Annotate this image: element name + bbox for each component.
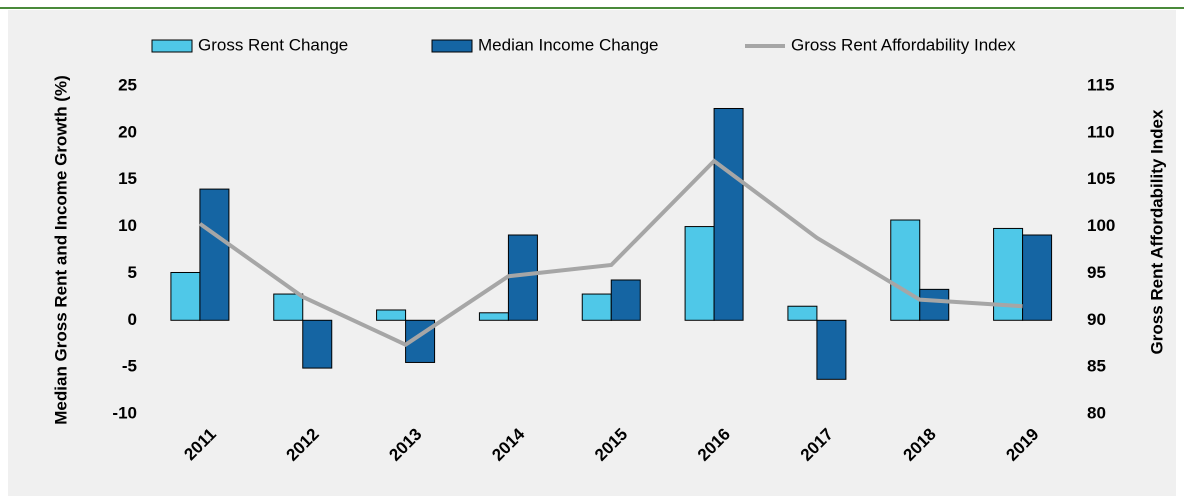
y-tick-label: -10 xyxy=(112,403,137,422)
y-tick-label: 25 xyxy=(118,75,137,94)
bar xyxy=(478,312,509,321)
y-tick-label: 5 xyxy=(128,263,137,282)
y2-tick-label: 80 xyxy=(1087,403,1106,422)
y2-tick-label: 100 xyxy=(1087,216,1115,235)
y2-tick-label: 90 xyxy=(1087,310,1106,329)
legend-label: Gross Rent Change xyxy=(198,35,348,54)
legend-label: Median Income Change xyxy=(478,35,659,54)
y2-tick-label: 85 xyxy=(1087,357,1106,376)
bar xyxy=(302,319,333,369)
y-tick-label: 10 xyxy=(118,216,137,235)
bar xyxy=(610,279,641,321)
bar xyxy=(684,226,715,321)
bar xyxy=(890,219,921,321)
bar xyxy=(170,271,201,321)
bar xyxy=(816,319,847,380)
bar xyxy=(376,309,407,321)
bar xyxy=(1022,234,1053,321)
bar xyxy=(787,305,818,321)
bar xyxy=(199,188,230,321)
legend-swatch xyxy=(151,39,193,53)
legend-swatch xyxy=(431,39,473,53)
y-tick-label: -5 xyxy=(122,357,137,376)
y-tick-label: 0 xyxy=(128,310,137,329)
y2-tick-label: 115 xyxy=(1087,75,1114,94)
y2-tick-label: 110 xyxy=(1087,122,1114,141)
y-axis-label: Median Gross Rent and Income Growth (%) xyxy=(51,75,70,424)
bar xyxy=(919,288,950,321)
y-tick-label: 15 xyxy=(118,169,137,188)
y-tick-label: 20 xyxy=(118,122,137,141)
legend-label: Gross Rent Affordability Index xyxy=(791,35,1016,54)
bar xyxy=(713,107,744,321)
bar xyxy=(273,293,304,321)
y2-tick-label: 105 xyxy=(1087,169,1115,188)
bar xyxy=(581,293,612,321)
line-series xyxy=(198,158,1023,347)
y2-axis-label: Gross Rent Affordability Index xyxy=(1147,109,1166,355)
y2-tick-label: 95 xyxy=(1087,263,1106,282)
